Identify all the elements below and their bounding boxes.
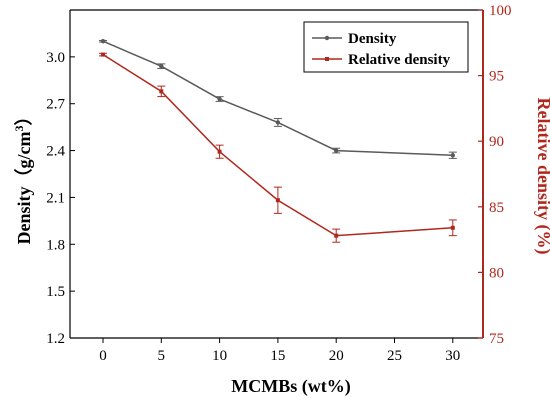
x-tick-label: 25 [387, 348, 402, 364]
legend: Density Relative density [303, 21, 469, 73]
x-axis-title: MCMBs (wt%) [231, 376, 350, 397]
data-point-density [100, 39, 106, 44]
data-point-density [159, 64, 164, 69]
y-right-tick-label: 80 [489, 265, 504, 281]
data-point-relative-density [217, 149, 222, 154]
y-left-title-close: ） [14, 108, 34, 126]
y-left-tick-label: 1.5 [46, 284, 65, 300]
data-point-density [275, 120, 281, 125]
data-point-relative-density [275, 198, 280, 203]
data-point-relative-density [334, 233, 339, 238]
legend-marker-density [324, 35, 330, 41]
y-left-title-main: Density [14, 186, 34, 244]
series-line-density [102, 40, 453, 157]
y-left-tick-label: 2.1 [46, 190, 65, 206]
series-relative-density [99, 52, 457, 243]
left-axis-ticks: 1.2 1.5 1.8 2.1 2.4 2.7 3.0 [46, 50, 75, 347]
y-left-title-sup: 3 [12, 126, 26, 132]
y-left-tick-label: 1.8 [46, 237, 65, 253]
x-tick-label: 30 [445, 348, 460, 364]
y-left-tick-label: 2.4 [46, 144, 65, 160]
data-point-density [217, 96, 222, 102]
x-tick-label: 15 [270, 348, 285, 364]
series-layer [99, 39, 457, 243]
data-point-relative-density [159, 89, 164, 94]
x-axis-ticks: 0 5 10 15 20 25 30 [99, 338, 460, 364]
series-line-relative-density [102, 53, 453, 237]
right-axis-ticks: 75 80 85 90 95 100 [478, 3, 512, 347]
data-point-density [450, 153, 455, 158]
y-left-tick-label: 3.0 [46, 50, 65, 66]
y-right-tick-label: 100 [489, 3, 512, 19]
y-right-tick-label: 75 [489, 331, 504, 347]
x-tick-label: 10 [212, 348, 227, 364]
x-tick-label: 0 [99, 348, 107, 364]
y-left-tick-label: 2.7 [46, 97, 65, 113]
y-right-axis-title: Relative density (%) [533, 98, 550, 255]
legend-label-density: Density [348, 31, 397, 47]
plot-frame [69, 9, 484, 339]
series-density [99, 39, 457, 159]
y-left-title-unit: （g/cm [14, 132, 34, 187]
data-point-density [334, 148, 339, 153]
x-tick-label: 20 [329, 348, 344, 364]
y-left-tick-label: 1.2 [46, 331, 65, 347]
legend-marker-relative-density [325, 57, 329, 61]
x-tick-label: 5 [158, 348, 166, 364]
y-left-axis-title: Density（g/cm3） [12, 108, 34, 245]
y-right-tick-label: 95 [489, 69, 504, 85]
y-right-tick-label: 85 [489, 200, 504, 216]
y-right-tick-label: 90 [489, 134, 504, 150]
data-point-relative-density [450, 225, 455, 230]
legend-label-relative-density: Relative density [348, 52, 451, 68]
data-point-relative-density [101, 52, 105, 57]
legend-box [303, 21, 469, 73]
